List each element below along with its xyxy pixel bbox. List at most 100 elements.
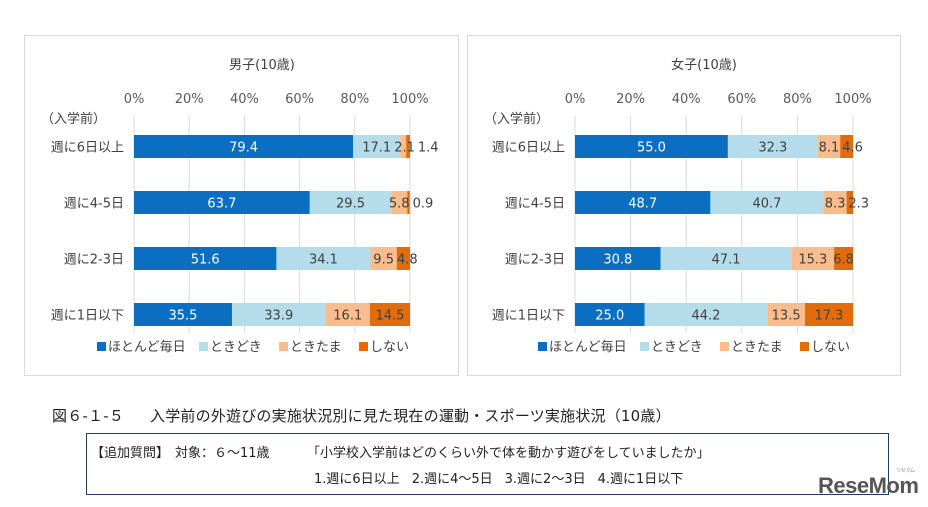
data-label: 2.3 bbox=[848, 197, 869, 212]
bar-segment bbox=[660, 247, 792, 270]
legend-swatch bbox=[279, 342, 288, 351]
legend-swatch bbox=[800, 342, 809, 351]
data-label: 47.1 bbox=[712, 253, 741, 268]
bar-segment bbox=[396, 247, 410, 270]
data-label: 32.3 bbox=[758, 141, 787, 156]
data-label: 9.5 bbox=[373, 253, 394, 268]
figure-number: 図６-１-５ bbox=[52, 407, 125, 425]
bar-segment bbox=[276, 247, 371, 270]
data-label: 63.7 bbox=[207, 197, 236, 212]
x-tick-label: 100% bbox=[391, 92, 428, 107]
legend-label: ときたま bbox=[290, 340, 342, 355]
data-label: 6.8 bbox=[833, 253, 854, 268]
bar-segment bbox=[134, 191, 310, 214]
category-label: 週に4-5日 bbox=[505, 197, 565, 212]
question-target: 対象：６～11歳 bbox=[175, 446, 270, 461]
logo-text: ReseMom bbox=[818, 473, 919, 498]
figure-caption: 図６-１-５ 入学前の外遊びの実施状況別に見た現在の運動・スポーツ実施状況（10歳… bbox=[52, 405, 671, 426]
data-label: 17.3 bbox=[814, 309, 843, 324]
x-tick-label: 80% bbox=[340, 92, 369, 107]
data-label: 35.5 bbox=[169, 309, 198, 324]
legend-label: しない bbox=[370, 340, 409, 355]
bar-segment bbox=[767, 303, 805, 326]
data-label: 14.5 bbox=[376, 309, 405, 324]
y-axis-title: （入学前） bbox=[484, 111, 549, 127]
question-box: 【追加質問】 対象：６～11歳 「小学校入学前はどのくらい外で体を動かす遊びをして… bbox=[86, 433, 889, 495]
data-label: 13.5 bbox=[772, 309, 801, 324]
data-label: 2.1 bbox=[394, 141, 415, 156]
legend-swatch bbox=[538, 342, 547, 351]
data-label: 17.1 bbox=[362, 141, 391, 156]
legend-swatch bbox=[199, 342, 208, 351]
bar-segment bbox=[575, 191, 711, 214]
chart-panel-girls: 女子(10歳) 0% 20% 40% 60% 80% 100% （入学前） 週に6日以上 55.0… bbox=[467, 35, 901, 376]
data-label: 8.1 bbox=[819, 141, 840, 156]
bar-segment bbox=[791, 247, 835, 270]
category-label: 週に6日以上 bbox=[492, 141, 565, 156]
legend-label: しない bbox=[811, 340, 850, 355]
data-label: 1.4 bbox=[418, 141, 439, 156]
bar-segment bbox=[353, 135, 401, 158]
bar-segment bbox=[727, 135, 818, 158]
x-tick-label: 60% bbox=[727, 92, 756, 107]
data-label: 29.5 bbox=[336, 197, 365, 212]
category-label: 週に4-5日 bbox=[64, 197, 124, 212]
data-label: 25.0 bbox=[595, 309, 624, 324]
legend-label: ときたま bbox=[731, 340, 783, 355]
data-label: 30.8 bbox=[603, 253, 632, 268]
bar-segment bbox=[817, 135, 841, 158]
x-tick-label: 100% bbox=[834, 92, 871, 107]
data-label: 5.8 bbox=[389, 197, 410, 212]
question-options: 1.週に6日以上 2.週に4～5日 3.週に2～3日 4.週に1日以下 bbox=[314, 468, 695, 487]
x-tick-label: 20% bbox=[175, 92, 204, 107]
category-label: 週に1日以下 bbox=[51, 309, 124, 324]
category-label: 週に2-3日 bbox=[505, 253, 565, 268]
bar-segment bbox=[369, 303, 410, 326]
bar-segment bbox=[846, 191, 853, 214]
logo-kana: リセマム bbox=[896, 468, 915, 474]
data-label: 4.8 bbox=[397, 253, 418, 268]
bar-segment bbox=[325, 303, 370, 326]
legend-swatch bbox=[359, 342, 368, 351]
bar-segment bbox=[309, 191, 392, 214]
data-label: 40.7 bbox=[752, 197, 781, 212]
data-label: 15.3 bbox=[798, 253, 827, 268]
chart-title: 女子(10歳) bbox=[671, 57, 737, 73]
question-option: 3.週に2～3日 bbox=[504, 472, 586, 487]
question-option: 4.週に1日以下 bbox=[597, 472, 684, 487]
bar-segment bbox=[575, 247, 661, 270]
bar-segment bbox=[231, 303, 326, 326]
bar-segment bbox=[400, 135, 407, 158]
bar-segment bbox=[840, 135, 853, 158]
y-axis-title: （入学前） bbox=[41, 111, 106, 127]
category-label: 週に1日以下 bbox=[492, 309, 565, 324]
x-tick-label: 20% bbox=[616, 92, 645, 107]
figure-title: 入学前の外遊びの実施状況別に見た現在の運動・スポーツ実施状況（10歳） bbox=[150, 407, 671, 425]
chart-panel-boys: 男子(10歳) 0% 20% 40% 60% 80% 100% （入学前） 週に6日以上 79.4… bbox=[24, 35, 459, 376]
legend-label: ほとんど毎日 bbox=[549, 339, 627, 355]
data-label: 55.0 bbox=[637, 141, 666, 156]
data-label: 0.9 bbox=[413, 197, 434, 212]
bar-segment bbox=[575, 303, 645, 326]
legend-label: ほとんど毎日 bbox=[108, 339, 186, 355]
chart-girls: 女子(10歳) 0% 20% 40% 60% 80% 100% （入学前） 週に6日以上 55.0… bbox=[484, 57, 872, 355]
bar-segment bbox=[407, 191, 410, 214]
x-tick-label: 0% bbox=[565, 92, 586, 107]
bar-segment bbox=[391, 191, 408, 214]
category-label: 週に2-3日 bbox=[64, 253, 124, 268]
data-label: 4.6 bbox=[842, 141, 863, 156]
legend-swatch bbox=[720, 342, 729, 351]
question-text: 「小学校入学前はどのくらい外で体を動かす遊びをしていましたか」 bbox=[307, 446, 710, 461]
data-label: 79.4 bbox=[229, 141, 258, 156]
chart-boys: 男子(10歳) 0% 20% 40% 60% 80% 100% （入学前） 週に6日以上 79.4… bbox=[41, 58, 439, 355]
category-label: 週に6日以上 bbox=[51, 141, 124, 156]
data-label: 16.1 bbox=[333, 309, 362, 324]
legend-swatch bbox=[640, 342, 649, 351]
bar-segment bbox=[406, 135, 410, 158]
bar-segment bbox=[370, 247, 397, 270]
bar-segment bbox=[834, 247, 853, 270]
bar-segment bbox=[710, 191, 824, 214]
resemom-logo: リセマム ReseMom bbox=[818, 468, 919, 499]
bar-segment bbox=[823, 191, 847, 214]
x-tick-label: 80% bbox=[783, 92, 812, 107]
